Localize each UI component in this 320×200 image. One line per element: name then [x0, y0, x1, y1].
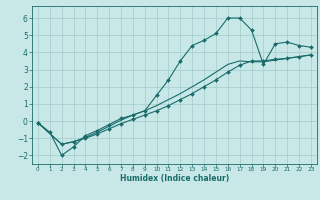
- X-axis label: Humidex (Indice chaleur): Humidex (Indice chaleur): [120, 174, 229, 183]
